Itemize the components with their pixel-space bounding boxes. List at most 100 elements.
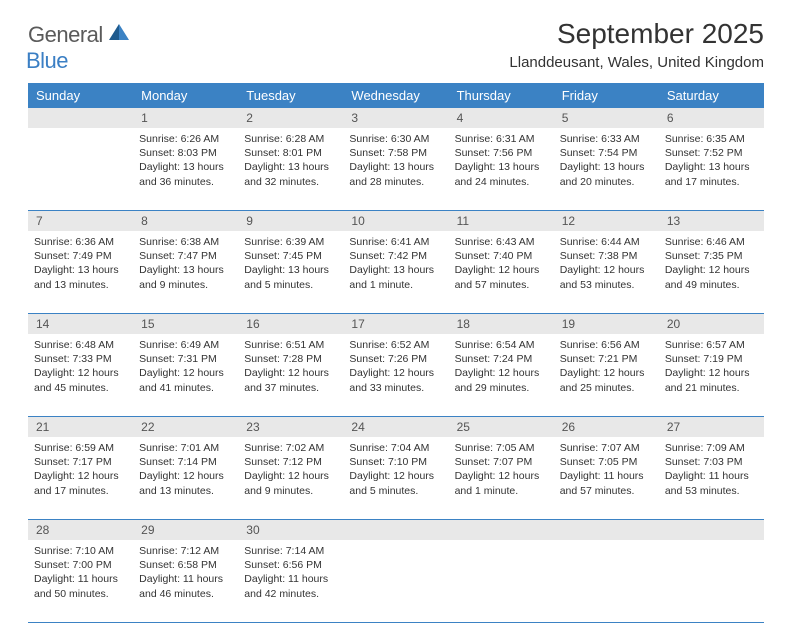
daylight-text: Daylight: 12 hours and 5 minutes.: [349, 469, 442, 497]
sunset-text: Sunset: 7:42 PM: [349, 249, 442, 263]
sunset-text: Sunset: 7:00 PM: [34, 558, 127, 572]
sunrise-text: Sunrise: 7:02 AM: [244, 441, 337, 455]
sunrise-text: Sunrise: 6:28 AM: [244, 132, 337, 146]
sunrise-text: Sunrise: 6:39 AM: [244, 235, 337, 249]
day-number-row: 282930: [28, 520, 764, 540]
daylight-text: Daylight: 12 hours and 29 minutes.: [455, 366, 548, 394]
day-cell: Sunrise: 6:35 AMSunset: 7:52 PMDaylight:…: [659, 128, 764, 210]
logo: General: [28, 22, 133, 48]
sunset-text: Sunset: 7:26 PM: [349, 352, 442, 366]
sunset-text: Sunset: 7:58 PM: [349, 146, 442, 160]
day-number: [343, 520, 448, 540]
day-cell: Sunrise: 6:59 AMSunset: 7:17 PMDaylight:…: [28, 437, 133, 519]
daylight-text: Daylight: 12 hours and 53 minutes.: [560, 263, 653, 291]
sunset-text: Sunset: 8:01 PM: [244, 146, 337, 160]
weekday-monday: Monday: [133, 83, 238, 108]
daylight-text: Daylight: 13 hours and 28 minutes.: [349, 160, 442, 188]
day-cell: Sunrise: 6:52 AMSunset: 7:26 PMDaylight:…: [343, 334, 448, 416]
sunset-text: Sunset: 7:45 PM: [244, 249, 337, 263]
day-number: 30: [238, 520, 343, 540]
day-cell: Sunrise: 6:56 AMSunset: 7:21 PMDaylight:…: [554, 334, 659, 416]
sunrise-text: Sunrise: 6:30 AM: [349, 132, 442, 146]
sunset-text: Sunset: 7:54 PM: [560, 146, 653, 160]
day-cell: Sunrise: 7:12 AMSunset: 6:58 PMDaylight:…: [133, 540, 238, 622]
daylight-text: Daylight: 12 hours and 21 minutes.: [665, 366, 758, 394]
sunset-text: Sunset: 7:52 PM: [665, 146, 758, 160]
daylight-text: Daylight: 13 hours and 20 minutes.: [560, 160, 653, 188]
day-cell: Sunrise: 7:05 AMSunset: 7:07 PMDaylight:…: [449, 437, 554, 519]
day-number: 9: [238, 211, 343, 231]
day-cell: [28, 128, 133, 210]
sunrise-text: Sunrise: 6:36 AM: [34, 235, 127, 249]
calendar-container: Sunday Monday Tuesday Wednesday Thursday…: [28, 83, 764, 623]
day-number: 12: [554, 211, 659, 231]
weekday-sunday: Sunday: [28, 83, 133, 108]
day-number: [554, 520, 659, 540]
day-cell: Sunrise: 6:31 AMSunset: 7:56 PMDaylight:…: [449, 128, 554, 210]
daylight-text: Daylight: 12 hours and 37 minutes.: [244, 366, 337, 394]
sunset-text: Sunset: 6:56 PM: [244, 558, 337, 572]
sunrise-text: Sunrise: 6:57 AM: [665, 338, 758, 352]
day-number: 6: [659, 108, 764, 128]
sunset-text: Sunset: 7:12 PM: [244, 455, 337, 469]
daylight-text: Daylight: 13 hours and 24 minutes.: [455, 160, 548, 188]
logo-text-blue: Blue: [26, 48, 68, 73]
day-number: 19: [554, 314, 659, 334]
day-cell: Sunrise: 7:10 AMSunset: 7:00 PMDaylight:…: [28, 540, 133, 622]
day-number: 17: [343, 314, 448, 334]
day-number: 26: [554, 417, 659, 437]
sunrise-text: Sunrise: 6:31 AM: [455, 132, 548, 146]
calendar-page: General September 2025 Llanddeusant, Wal…: [0, 0, 792, 641]
sunrise-text: Sunrise: 6:49 AM: [139, 338, 232, 352]
day-number: 7: [28, 211, 133, 231]
day-cell: Sunrise: 6:44 AMSunset: 7:38 PMDaylight:…: [554, 231, 659, 313]
day-number: 23: [238, 417, 343, 437]
sunrise-text: Sunrise: 7:10 AM: [34, 544, 127, 558]
daylight-text: Daylight: 11 hours and 57 minutes.: [560, 469, 653, 497]
sunset-text: Sunset: 7:10 PM: [349, 455, 442, 469]
day-cell: Sunrise: 6:30 AMSunset: 7:58 PMDaylight:…: [343, 128, 448, 210]
day-number-row: 14151617181920: [28, 314, 764, 334]
sunrise-text: Sunrise: 6:33 AM: [560, 132, 653, 146]
day-cell: Sunrise: 6:41 AMSunset: 7:42 PMDaylight:…: [343, 231, 448, 313]
daylight-text: Daylight: 11 hours and 46 minutes.: [139, 572, 232, 600]
day-number: 16: [238, 314, 343, 334]
sunset-text: Sunset: 7:05 PM: [560, 455, 653, 469]
day-number: 13: [659, 211, 764, 231]
day-cell: [343, 540, 448, 622]
sunset-text: Sunset: 7:28 PM: [244, 352, 337, 366]
weekday-saturday: Saturday: [659, 83, 764, 108]
sunrise-text: Sunrise: 7:07 AM: [560, 441, 653, 455]
weekday-header-row: Sunday Monday Tuesday Wednesday Thursday…: [28, 83, 764, 108]
week-row: Sunrise: 7:10 AMSunset: 7:00 PM Daylight:…: [28, 540, 764, 623]
daylight-text: Daylight: 11 hours and 42 minutes.: [244, 572, 337, 600]
day-cell: Sunrise: 6:26 AMSunset: 8:03 PMDaylight:…: [133, 128, 238, 210]
day-number: 14: [28, 314, 133, 334]
calendar-grid: 123456Sunrise: 6:26 AMSunset: 8:03 PMDay…: [28, 108, 764, 623]
sunset-text: Sunset: 7:33 PM: [34, 352, 127, 366]
weekday-tuesday: Tuesday: [238, 83, 343, 108]
day-number: 25: [449, 417, 554, 437]
week-row: Sunrise: 6:26 AMSunset: 8:03 PMDaylight:…: [28, 128, 764, 211]
week-row: Sunrise: 6:36 AMSunset: 7:49 PMDaylight:…: [28, 231, 764, 314]
day-cell: Sunrise: 6:57 AMSunset: 7:19 PMDaylight:…: [659, 334, 764, 416]
sunrise-text: Sunrise: 6:46 AM: [665, 235, 758, 249]
day-number: [659, 520, 764, 540]
day-number: 5: [554, 108, 659, 128]
sunset-text: Sunset: 7:07 PM: [455, 455, 548, 469]
day-number: 15: [133, 314, 238, 334]
sunrise-text: Sunrise: 6:44 AM: [560, 235, 653, 249]
sunset-text: Sunset: 7:31 PM: [139, 352, 232, 366]
sunrise-text: Sunrise: 7:14 AM: [244, 544, 337, 558]
day-number: 4: [449, 108, 554, 128]
weekday-thursday: Thursday: [449, 83, 554, 108]
day-cell: [449, 540, 554, 622]
day-number-row: 21222324252627: [28, 417, 764, 437]
daylight-text: Daylight: 12 hours and 1 minute.: [455, 469, 548, 497]
day-number: 8: [133, 211, 238, 231]
sunset-text: Sunset: 8:03 PM: [139, 146, 232, 160]
daylight-text: Daylight: 13 hours and 36 minutes.: [139, 160, 232, 188]
sunset-text: Sunset: 7:35 PM: [665, 249, 758, 263]
daylight-text: Daylight: 13 hours and 5 minutes.: [244, 263, 337, 291]
day-cell: Sunrise: 6:49 AMSunset: 7:31 PMDaylight:…: [133, 334, 238, 416]
